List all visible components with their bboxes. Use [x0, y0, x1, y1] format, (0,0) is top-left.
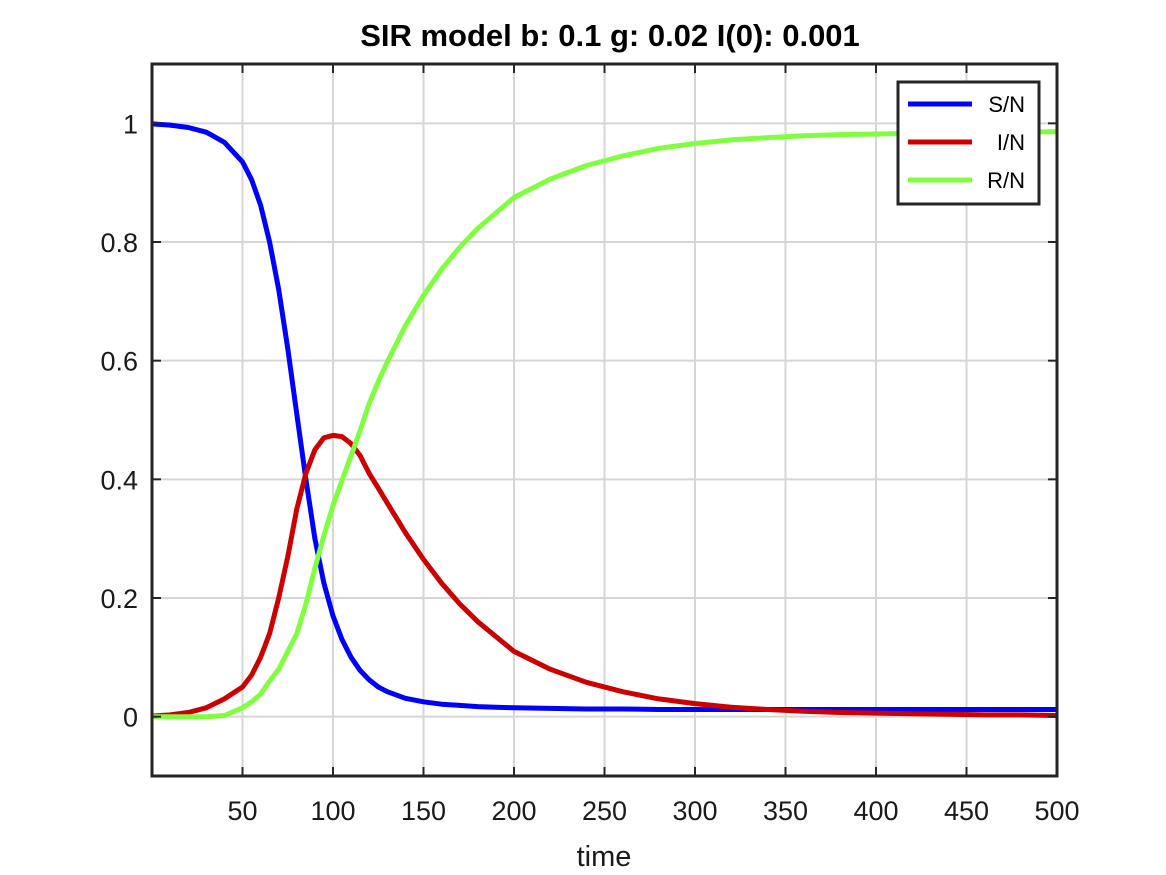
- plot-series: [151, 121, 1058, 720]
- legend-label: R/N: [987, 168, 1025, 193]
- legend: S/N I/N R/N: [896, 80, 1041, 206]
- x-axis-label: time: [577, 841, 632, 873]
- y-tick-label: 0.8: [100, 228, 138, 258]
- x-tick-label: 450: [944, 796, 989, 826]
- legend-label: I/N: [997, 130, 1025, 155]
- x-tick-label: 200: [491, 796, 536, 826]
- x-tick-label: 100: [310, 796, 355, 826]
- x-tick-label: 150: [401, 796, 446, 826]
- series-line-r-n: [152, 129, 1058, 720]
- x-tick-label: 300: [672, 796, 717, 826]
- x-tick-label: 400: [853, 796, 898, 826]
- legend-label: S/N: [988, 92, 1025, 117]
- axis-ticks: 50 100 150 200 250 300 350 400 450 500 0 0.2 0.4 0.6 0…: [100, 64, 1080, 826]
- chart-title: SIR model b: 0.1 g: 0.02 I(0): 0.001: [360, 18, 860, 53]
- x-tick-label: 500: [1034, 796, 1079, 826]
- y-tick-label: 1: [123, 109, 138, 139]
- y-tick-label: 0.6: [100, 347, 138, 377]
- y-tick-label: 0.2: [100, 584, 138, 614]
- x-tick-label: 50: [227, 796, 257, 826]
- x-tick-label: 350: [763, 796, 808, 826]
- series-line-i-n: [151, 432, 1058, 719]
- y-tick-label: 0: [123, 703, 138, 733]
- y-tick-label: 0.4: [100, 465, 138, 495]
- x-tick-label: 250: [582, 796, 627, 826]
